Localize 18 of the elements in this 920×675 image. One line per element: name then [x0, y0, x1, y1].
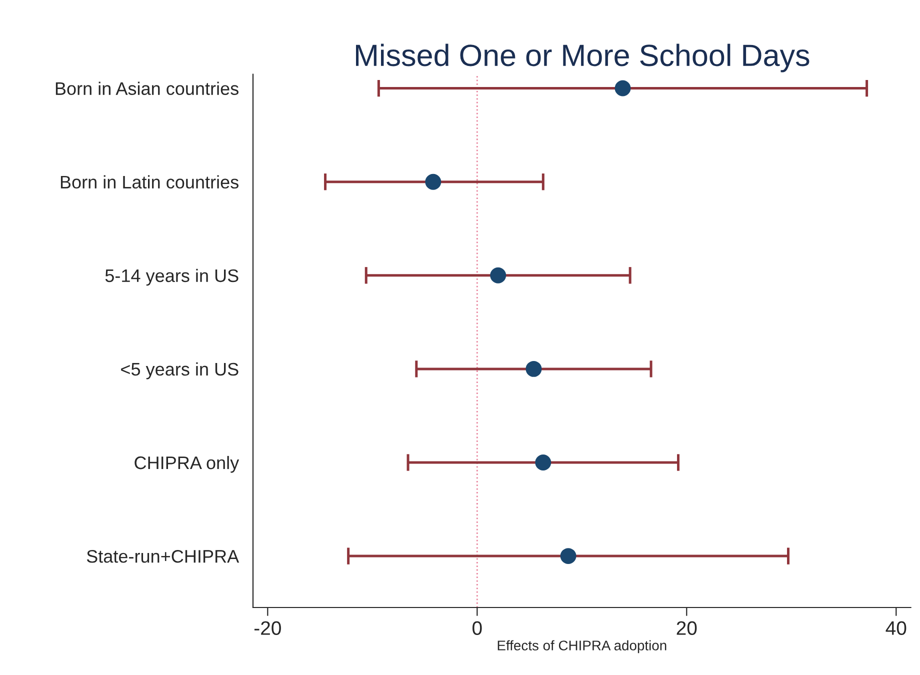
point: [614, 80, 631, 96]
x-axis-title: Effects of CHIPRA adoption: [498, 640, 666, 654]
point: [535, 454, 552, 470]
chart-title: Missed One or More School Days: [356, 44, 810, 72]
point: [560, 548, 576, 564]
point: [526, 360, 542, 377]
point: [425, 174, 442, 190]
x-tick-label: 20: [676, 621, 697, 635]
x-tick-label: 0: [472, 621, 482, 635]
x-tick-label: 40: [886, 621, 906, 635]
y-tick-label: <5 years in US: [121, 362, 238, 380]
y-tick-label: Born in Latin countries: [60, 175, 238, 189]
y-tick-label: CHIPRA only: [134, 456, 240, 473]
point: [490, 267, 506, 284]
y-tick-label: Born in Asian countries: [56, 82, 238, 96]
x-tick-label: -20: [254, 621, 281, 635]
y-tick-label: State-run+CHIPRA: [86, 550, 240, 563]
y-tick-label: 5-14 years in US: [105, 268, 238, 286]
